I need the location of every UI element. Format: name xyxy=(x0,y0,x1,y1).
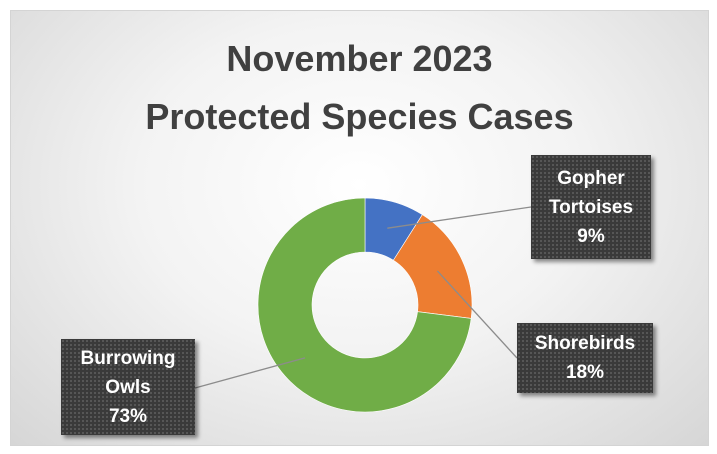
label-gopher-tortoises-name-1: Gopher xyxy=(557,167,625,189)
label-burrowing-owls-name-1: Burrowing xyxy=(80,347,176,369)
leader-line-burrowing-owls xyxy=(194,357,306,389)
label-shorebirds: Shorebirds 18% xyxy=(517,323,653,393)
slice-shorebirds xyxy=(392,214,473,319)
label-gopher-tortoises-pct: 9% xyxy=(577,225,605,247)
label-shorebirds-name: Shorebirds xyxy=(534,333,636,354)
chart-title: November 2023 xyxy=(226,38,493,79)
leader-line-shorebirds xyxy=(436,270,518,359)
label-gopher-tortoises-name-2: Tortoises xyxy=(548,196,634,218)
chart-area: November 2023 Protected Species Cases Go… xyxy=(10,10,709,446)
label-gopher-tortoises: Gopher Tortoises 9% xyxy=(531,155,651,259)
label-burrowing-owls: Burrowing Owls 73% xyxy=(61,339,195,435)
donut-chart xyxy=(194,197,532,413)
label-shorebirds-pct: 18% xyxy=(565,362,605,383)
label-burrowing-owls-pct: 73% xyxy=(108,405,148,427)
slice-burrowing-owls xyxy=(257,197,472,413)
leader-line-gopher-tortoises xyxy=(387,206,532,229)
label-burrowing-owls-name-2: Owls xyxy=(105,376,151,398)
chart-subtitle: Protected Species Cases xyxy=(145,96,574,137)
